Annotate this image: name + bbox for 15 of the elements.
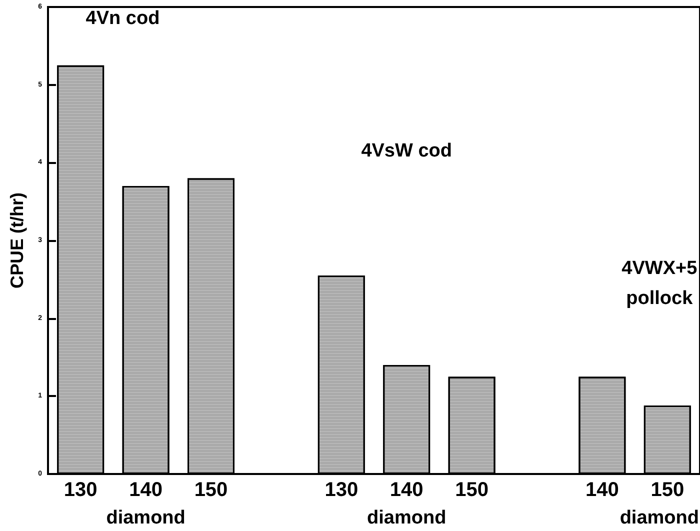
x-tick-label: 130 <box>324 479 358 501</box>
x-tick-label: 150 <box>650 479 684 501</box>
x-tick-label: 140 <box>586 479 619 501</box>
x-tick-label: 150 <box>455 479 488 501</box>
x-tick-label: 140 <box>129 479 162 501</box>
x-tick-label: 150 <box>194 479 228 501</box>
annotation: 4VWX+5 pollock <box>622 258 698 309</box>
text: diamond <box>367 508 446 528</box>
annotation: 4VsW cod <box>361 140 452 162</box>
y-axis-title: CPUE (t/hr) <box>7 192 27 288</box>
annotation: 4Vn cod <box>86 8 160 30</box>
text: diamond <box>106 508 186 528</box>
x-tick-label: 130 <box>64 479 98 501</box>
x-tick-label: 140 <box>390 479 424 501</box>
text: diamond <box>620 508 699 528</box>
